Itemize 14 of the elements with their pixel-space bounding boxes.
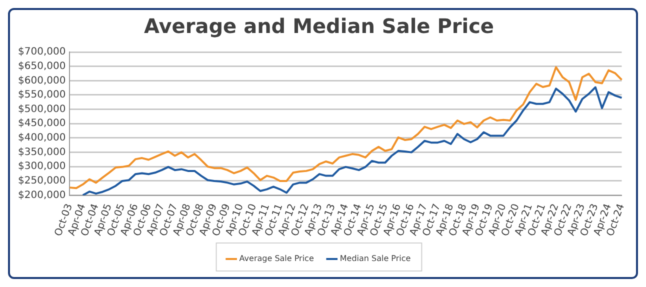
y-tick-label: $650,000 [18,60,66,72]
y-tick-label: $500,000 [18,104,66,115]
y-tick-label: $450,000 [18,118,66,130]
legend-label: Average Sale Price [239,254,314,264]
chart-title: Average and Median Sale Price [144,14,494,38]
y-tick-label: $400,000 [18,132,66,144]
y-tick-label: $200,000 [18,190,66,201]
legend-label: Median Sale Price [340,254,411,264]
y-tick-label: $300,000 [18,161,66,172]
y-tick-label: $350,000 [18,146,66,158]
y-tick-label: $600,000 [18,75,66,86]
y-tick-label: $550,000 [18,90,66,101]
y-tick-label: $250,000 [18,176,66,187]
y-tick-label: $700,000 [18,46,66,58]
